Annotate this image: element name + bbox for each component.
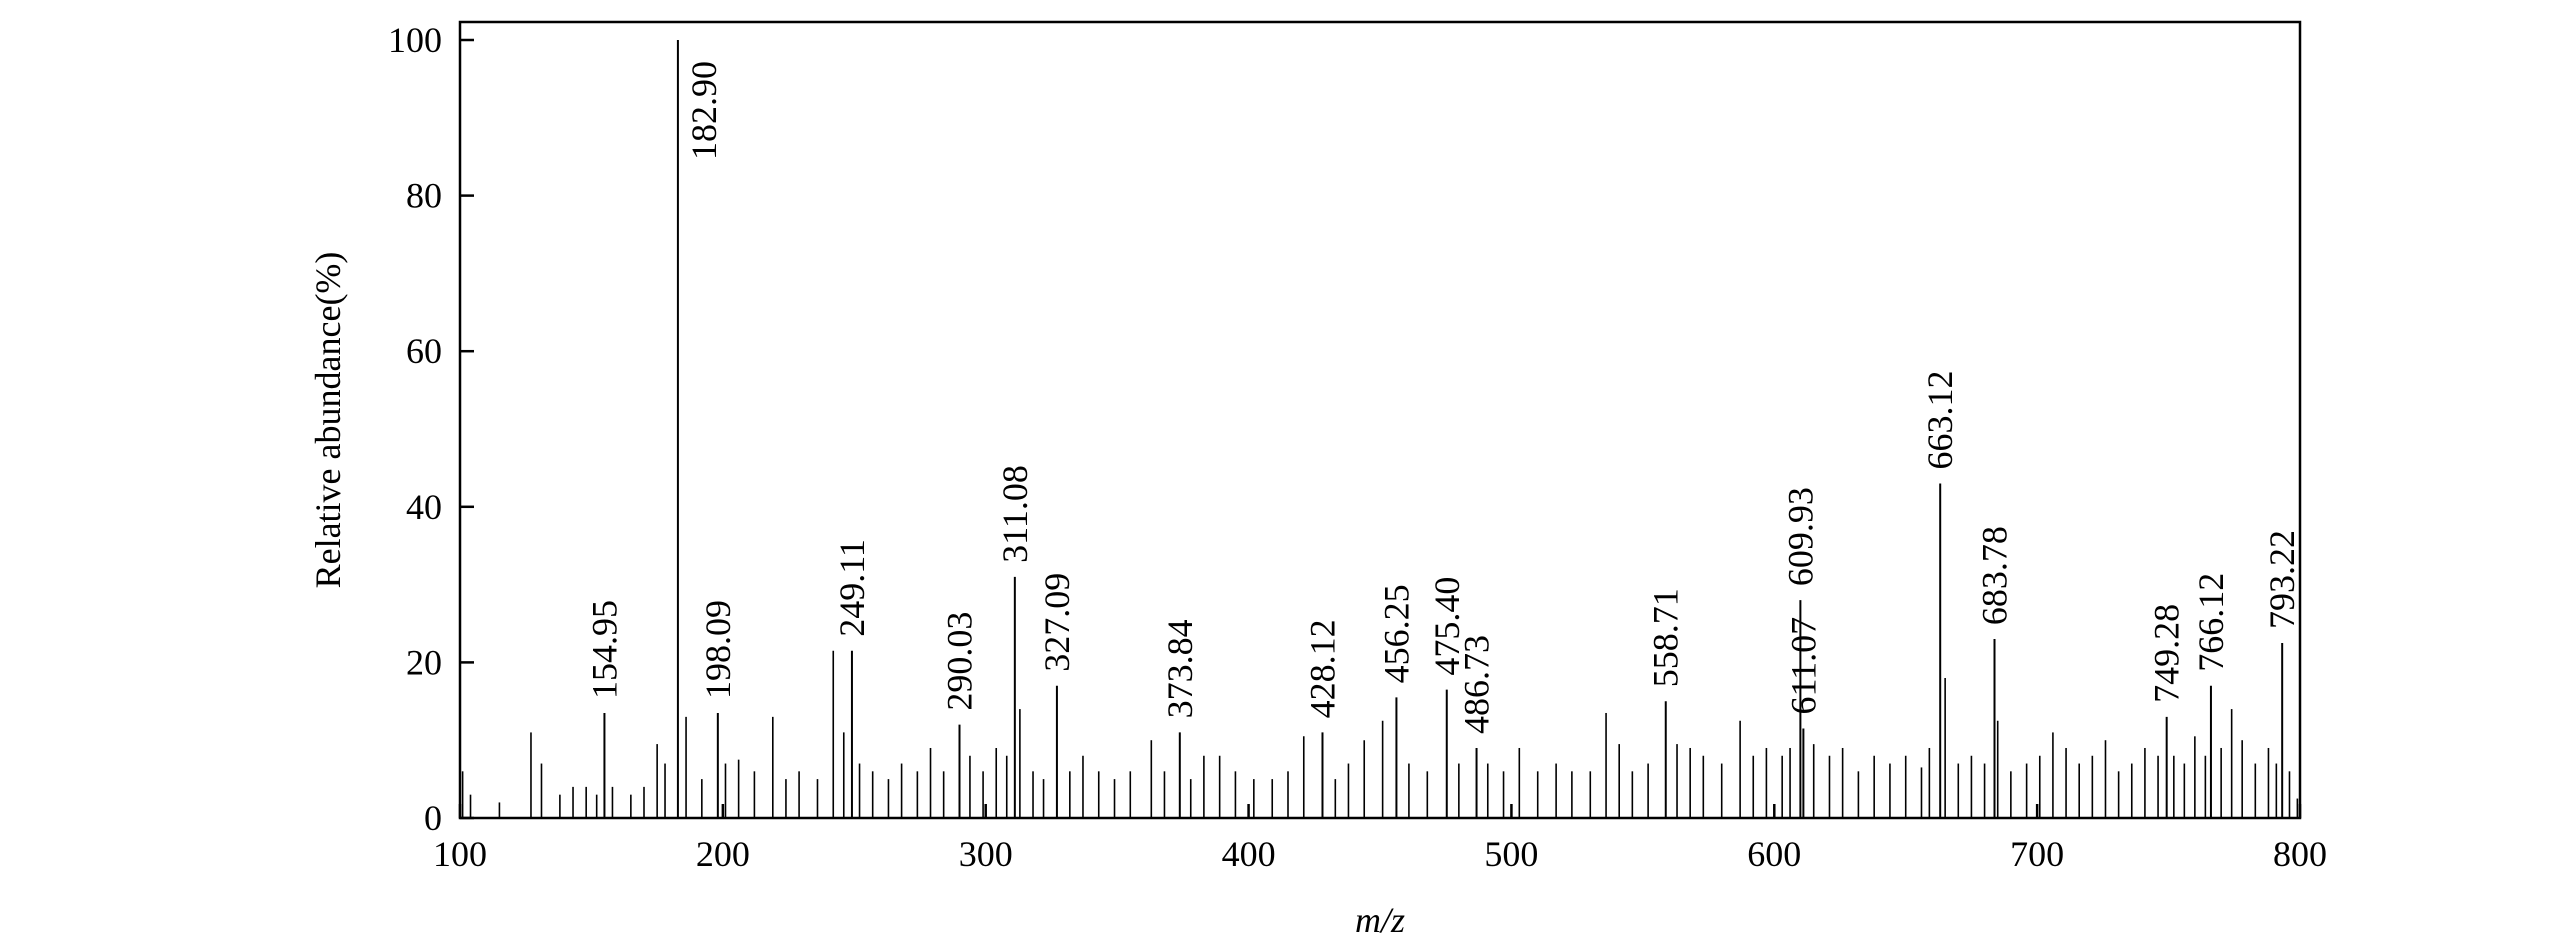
peak-label: 609.93 xyxy=(1780,487,1820,586)
x-tick-label: 700 xyxy=(2010,834,2064,874)
x-tick-label: 300 xyxy=(959,834,1013,874)
x-axis-title: m/z xyxy=(1355,900,1405,940)
peak-label: 558.71 xyxy=(1646,588,1686,687)
peak-label: 373.84 xyxy=(1160,619,1200,718)
x-tick-label: 800 xyxy=(2273,834,2327,874)
y-tick-label: 100 xyxy=(388,20,442,60)
peak-label: 327.09 xyxy=(1037,573,1077,672)
x-tick-label: 100 xyxy=(433,834,487,874)
peak-labels: 154.95 182.90 198.09 249.11 290.03 311.08327.… xyxy=(584,61,2302,734)
peak-label: 611.07 xyxy=(1783,617,1823,715)
y-tick-label: 0 xyxy=(424,798,442,838)
peak-label: 683.78 xyxy=(1975,526,2015,625)
peak-label: 456.25 xyxy=(1376,584,1416,683)
peak-label: 749.28 xyxy=(2147,604,2187,703)
peak-label: 428.12 xyxy=(1302,619,1342,718)
peak-label: 198.09 xyxy=(698,600,738,699)
peak-label: 793.22 xyxy=(2262,530,2302,629)
noise-peaks xyxy=(461,650,2299,818)
x-tick-label: 600 xyxy=(1747,834,1801,874)
y-tick-label: 40 xyxy=(406,487,442,527)
y-axis-title: Relative abundance(%) xyxy=(308,252,348,589)
x-tick-label: 400 xyxy=(1222,834,1276,874)
peak-label: 486.73 xyxy=(1457,635,1497,734)
peak-label: 182.90 xyxy=(684,61,724,160)
y-tick-label: 80 xyxy=(406,176,442,216)
x-tick-label: 200 xyxy=(696,834,750,874)
axes: 100 200 300 400 500 600 700 800 0 20 40 60 80 100 xyxy=(388,20,2327,874)
peak-label: 154.95 xyxy=(584,600,624,699)
labeled-peaks xyxy=(603,40,2284,818)
peak-label: 766.12 xyxy=(2191,573,2231,672)
y-tick-label: 60 xyxy=(406,331,442,371)
peak-label: 663.12 xyxy=(1920,370,1960,469)
peak-label: 249.11 xyxy=(832,539,872,637)
peak-label: 311.08 xyxy=(995,465,1035,563)
y-tick-label: 20 xyxy=(406,642,442,682)
plot-frame xyxy=(458,20,2302,820)
x-tick-label: 500 xyxy=(1484,834,1538,874)
peak-label: 475.40 xyxy=(1427,577,1467,676)
peak-label: 290.03 xyxy=(940,612,980,711)
